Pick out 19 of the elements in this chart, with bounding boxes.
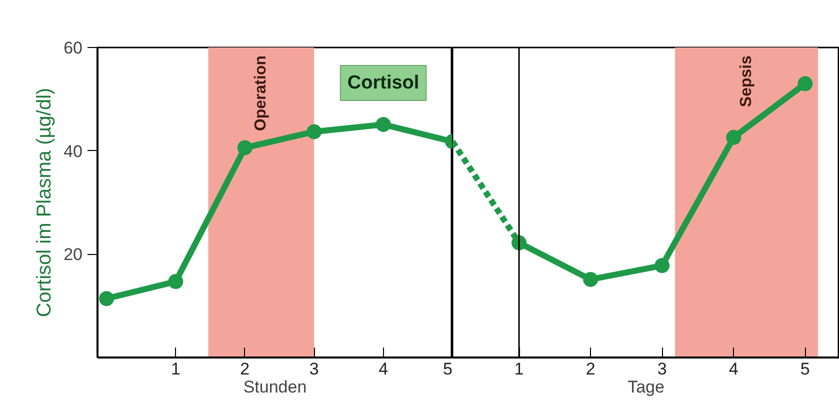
y-tick-label: 40 bbox=[64, 142, 83, 161]
x-tick-label: 5 bbox=[800, 360, 810, 378]
x-tick-label: 1 bbox=[514, 360, 524, 378]
x-tick-label: 1 bbox=[170, 360, 180, 378]
x-tick-label: 3 bbox=[657, 360, 667, 378]
x-tick-label: 2 bbox=[586, 360, 596, 378]
x-axis-title: Tage bbox=[628, 378, 664, 396]
x-tick-label: 5 bbox=[443, 360, 453, 378]
x-tick-label: 2 bbox=[240, 360, 250, 378]
y-axis-title: Cortisol im Plasma (µg/dl) bbox=[34, 88, 56, 318]
x-tick-label: 3 bbox=[309, 360, 319, 378]
band-label: Sepsis bbox=[738, 55, 756, 108]
x-tick-label: 4 bbox=[378, 360, 388, 378]
x-tick-label: 4 bbox=[728, 360, 738, 378]
band-label: Operation bbox=[252, 56, 270, 132]
annotation: Cortisol bbox=[347, 72, 420, 94]
y-tick-label: 20 bbox=[64, 245, 83, 264]
y-tick-label: 60 bbox=[64, 38, 83, 58]
x-axis-title: Stunden bbox=[243, 378, 307, 396]
